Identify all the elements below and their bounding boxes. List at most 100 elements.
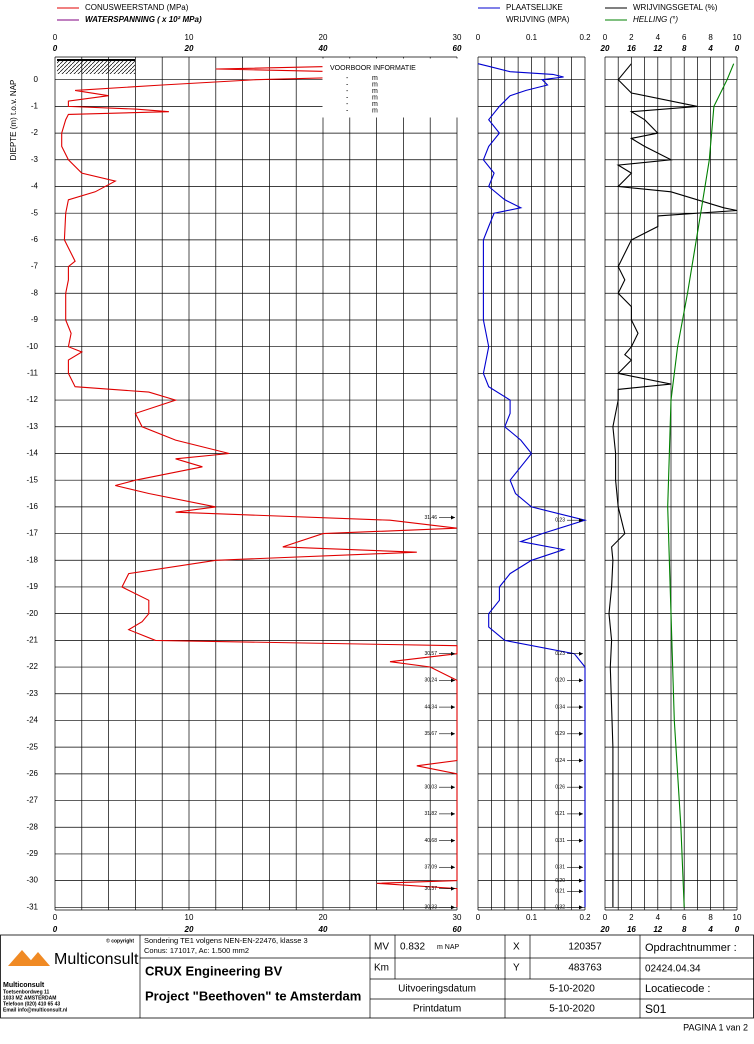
x-tick-label: 10: [733, 33, 742, 42]
x2-tick-label: 0: [735, 925, 740, 934]
arrow-head: [579, 732, 583, 736]
arrow-head: [451, 887, 455, 891]
x2-tick-label: 12: [653, 925, 662, 934]
x2-tick-label: 0: [53, 925, 58, 934]
km-label: Km: [374, 963, 389, 974]
legend-label: CONUSWEERSTAND (MPa): [85, 3, 189, 12]
x2-tick-label: 8: [682, 925, 687, 934]
x-tick-label: 0.2: [579, 913, 591, 922]
x2-tick-label: 4: [707, 925, 713, 934]
x2-tick-label: 40: [318, 44, 328, 53]
annotation: 0.26: [555, 785, 565, 791]
print-date: 5-10-2020: [549, 1004, 595, 1015]
arrow-head: [579, 678, 583, 682]
y-tick-label: -30: [26, 876, 38, 885]
y-tick-label: -26: [26, 769, 38, 778]
legend-label: PLAATSELIJKE: [506, 3, 563, 12]
x-tick-label: 2: [629, 913, 634, 922]
x2-tick-label: 20: [600, 925, 610, 934]
y-tick-label: -13: [26, 422, 38, 431]
arrow-head: [451, 839, 455, 843]
y-tick-label: -1: [31, 102, 39, 111]
test-info: Sondering TE1 volgens NEN-EN-22476, klas…: [144, 936, 308, 945]
annotation: 30.57: [424, 651, 437, 657]
x2-tick-label: 60: [453, 44, 462, 53]
loc-value: S01: [645, 1002, 667, 1016]
annotation: 37.09: [424, 865, 437, 871]
x-tick-label: 0: [476, 913, 481, 922]
arrow-head: [451, 516, 455, 520]
exec-date: 5-10-2020: [549, 984, 595, 995]
arrow-head: [451, 785, 455, 789]
y-tick-label: -24: [26, 716, 38, 725]
arrow-head: [579, 812, 583, 816]
y-tick-label: -9: [31, 315, 39, 324]
arrow-head: [579, 865, 583, 869]
x-tick-label: 0: [476, 33, 481, 42]
annotation: 0.23: [555, 651, 565, 657]
data-line: [62, 64, 457, 908]
annotation: 30.37: [424, 886, 437, 892]
x-tick-label: 0: [603, 33, 608, 42]
y-tick-label: -17: [26, 529, 38, 538]
logo-name: Multiconsult: [54, 951, 139, 968]
legend-label: WRIJVING (MPA): [506, 15, 570, 24]
exec-label: Uitvoeringsdatum: [398, 984, 476, 995]
mv-label: MV: [374, 942, 389, 953]
x-tick-label: 30: [453, 33, 462, 42]
y-tick-label: -4: [31, 182, 39, 191]
x2-tick-label: 12: [653, 44, 662, 53]
annotation: 35.67: [424, 731, 437, 737]
x2-tick-label: 0: [53, 44, 58, 53]
x-tick-label: 8: [708, 33, 713, 42]
y-tick-label: -10: [26, 342, 38, 351]
annotation: 40.68: [424, 838, 437, 844]
order-label: Opdrachtnummer :: [645, 942, 737, 954]
annotation: 30.33: [424, 905, 437, 911]
y-tick-label: -2: [31, 128, 39, 137]
x-tick-label: 6: [682, 913, 687, 922]
y-value: 483763: [568, 963, 602, 974]
x2-tick-label: 20: [184, 44, 194, 53]
arrow-head: [451, 652, 455, 656]
project: Project "Beethoven" te Amsterdam: [145, 988, 361, 1003]
x-tick-label: 8: [708, 913, 713, 922]
annotation: 0.32: [555, 905, 565, 911]
address: Multiconsult: [3, 982, 45, 989]
x2-tick-label: 0: [735, 44, 740, 53]
annotation: 0.20: [555, 678, 565, 684]
y-tick-label: -27: [26, 796, 38, 805]
annotation: 31.82: [424, 811, 437, 817]
x-tick-label: 10: [185, 33, 194, 42]
print-label: Printdatum: [413, 1004, 461, 1015]
x-tick-label: 10: [733, 913, 742, 922]
y-tick-label: -11: [27, 368, 39, 377]
voorboor-cell: m: [372, 107, 378, 114]
annotation: 0.21: [555, 811, 565, 817]
arrow-head: [451, 865, 455, 869]
y-tick-label: -7: [31, 262, 39, 271]
annotation: 0.31: [555, 838, 565, 844]
y-tick-label: -25: [26, 742, 38, 751]
y-tick-label: -8: [31, 288, 39, 297]
page-number: PAGINA 1 van 2: [683, 1022, 748, 1032]
arrow-head: [579, 889, 583, 893]
x-tick-label: 30: [453, 913, 462, 922]
x2-tick-label: 20: [184, 925, 194, 934]
legend-label: WATERSPANNING ( x 10² MPa): [85, 15, 202, 24]
arrow-head: [579, 879, 583, 883]
x-tick-label: 10: [185, 913, 194, 922]
y-tick-label: -12: [26, 395, 38, 404]
x-tick-label: 6: [682, 33, 687, 42]
y-tick-label: -22: [26, 662, 38, 671]
y-tick-label: -3: [31, 155, 39, 164]
loc-label: Locatiecode :: [645, 983, 710, 995]
mv-unit: m NAP: [437, 944, 460, 951]
mv-value: 0.832: [400, 942, 425, 953]
x-tick-label: 0.1: [526, 913, 538, 922]
arrow-head: [579, 839, 583, 843]
y-tick-label: 0: [34, 75, 39, 84]
x2-tick-label: 8: [682, 44, 687, 53]
arrow-head: [451, 812, 455, 816]
